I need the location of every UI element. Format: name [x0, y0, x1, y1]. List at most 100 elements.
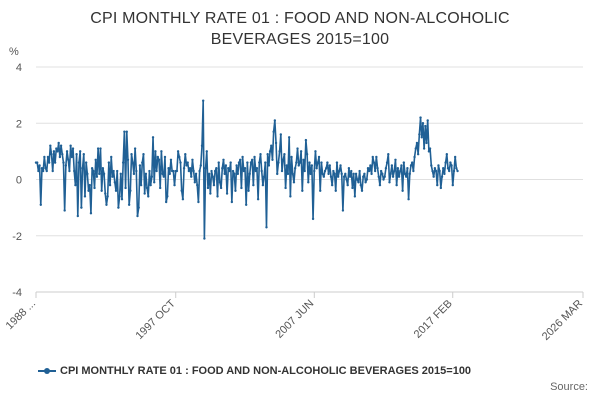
- data-point: [61, 152, 64, 156]
- data-point: [69, 144, 72, 147]
- data-point: [76, 214, 80, 218]
- data-point: [424, 124, 427, 128]
- data-point: [248, 172, 251, 176]
- data-point: [130, 152, 133, 156]
- data-point: [377, 175, 380, 178]
- legend[interactable]: CPI MONTHLY RATE 01 : FOOD AND NON-ALCOH…: [38, 365, 471, 377]
- data-point: [129, 189, 132, 192]
- data-point: [39, 203, 42, 207]
- data-point: [326, 161, 329, 164]
- data-point: [357, 181, 360, 184]
- data-point: [407, 197, 410, 201]
- data-point: [412, 169, 415, 173]
- data-point: [102, 172, 106, 176]
- data-point: [301, 189, 304, 192]
- data-point: [339, 164, 342, 167]
- data-point: [200, 144, 204, 147]
- data-point: [135, 169, 138, 173]
- data-point: [120, 197, 124, 201]
- data-point: [125, 130, 128, 133]
- data-point: [112, 169, 115, 173]
- data-point: [78, 150, 82, 153]
- data-point: [455, 167, 458, 170]
- legend-swatch: [38, 365, 56, 377]
- x-tick-label: 2026 MAR: [540, 298, 585, 343]
- data-point: [309, 172, 312, 176]
- data-point: [243, 167, 247, 170]
- data-point: [397, 175, 401, 178]
- data-point: [95, 175, 99, 178]
- data-point: [378, 183, 382, 187]
- data-point: [99, 147, 102, 150]
- data-point: [325, 167, 328, 170]
- data-point: [258, 161, 261, 164]
- data-point: [388, 181, 391, 184]
- data-point: [427, 150, 431, 153]
- data-point: [40, 167, 44, 170]
- data-point: [73, 169, 76, 173]
- data-point: [212, 183, 216, 187]
- series-line: [36, 99, 459, 240]
- data-point: [64, 164, 68, 167]
- data-point: [387, 152, 390, 156]
- data-point: [84, 161, 88, 164]
- data-point: [432, 175, 435, 178]
- data-point: [448, 169, 451, 173]
- data-point: [390, 164, 394, 167]
- data-point: [206, 186, 210, 190]
- data-point: [292, 181, 296, 184]
- data-point: [299, 150, 303, 153]
- data-point: [148, 169, 151, 173]
- data-point: [110, 155, 113, 159]
- data-point: [228, 169, 231, 173]
- data-point: [327, 172, 330, 176]
- data-point: [365, 178, 368, 181]
- data-point: [242, 169, 245, 173]
- data-point: [194, 172, 198, 176]
- data-point: [159, 186, 162, 190]
- data-point: [389, 172, 392, 176]
- data-point: [336, 175, 340, 178]
- data-point: [98, 172, 101, 176]
- x-tick-label: 2007 JUN: [273, 298, 316, 341]
- data-point: [418, 133, 421, 136]
- data-point: [93, 186, 96, 190]
- data-point: [162, 175, 165, 178]
- data-point: [393, 169, 396, 173]
- data-point: [419, 116, 422, 119]
- data-point: [297, 164, 300, 167]
- data-point: [151, 136, 155, 139]
- data-point: [192, 169, 195, 173]
- data-point: [205, 150, 208, 153]
- data-point: [330, 183, 334, 187]
- data-point: [353, 195, 357, 198]
- data-point: [449, 161, 452, 164]
- data-point: [268, 150, 272, 153]
- data-point: [444, 161, 447, 164]
- data-point: [113, 181, 117, 184]
- y-tick-label: 4: [16, 62, 22, 74]
- data-point: [100, 189, 103, 192]
- data-point: [44, 167, 47, 170]
- data-point: [107, 161, 111, 164]
- data-point: [367, 169, 371, 173]
- data-point: [240, 186, 243, 190]
- data-point: [63, 209, 66, 212]
- data-point: [210, 169, 213, 173]
- chart-title: CPI MONTHLY RATE 01 : FOOD AND NON-ALCOH…: [0, 8, 600, 50]
- data-point: [317, 155, 321, 159]
- data-point: [383, 175, 386, 178]
- data-point: [191, 158, 194, 162]
- data-point: [452, 169, 456, 173]
- data-point: [230, 200, 234, 204]
- data-point: [283, 152, 286, 156]
- data-point: [87, 189, 90, 192]
- data-point: [400, 164, 403, 167]
- data-point: [304, 138, 308, 142]
- data-point: [384, 167, 388, 170]
- data-point: [322, 175, 326, 178]
- data-point: [182, 167, 186, 170]
- data-point: [344, 172, 347, 176]
- data-point: [416, 152, 420, 156]
- data-point: [446, 167, 450, 170]
